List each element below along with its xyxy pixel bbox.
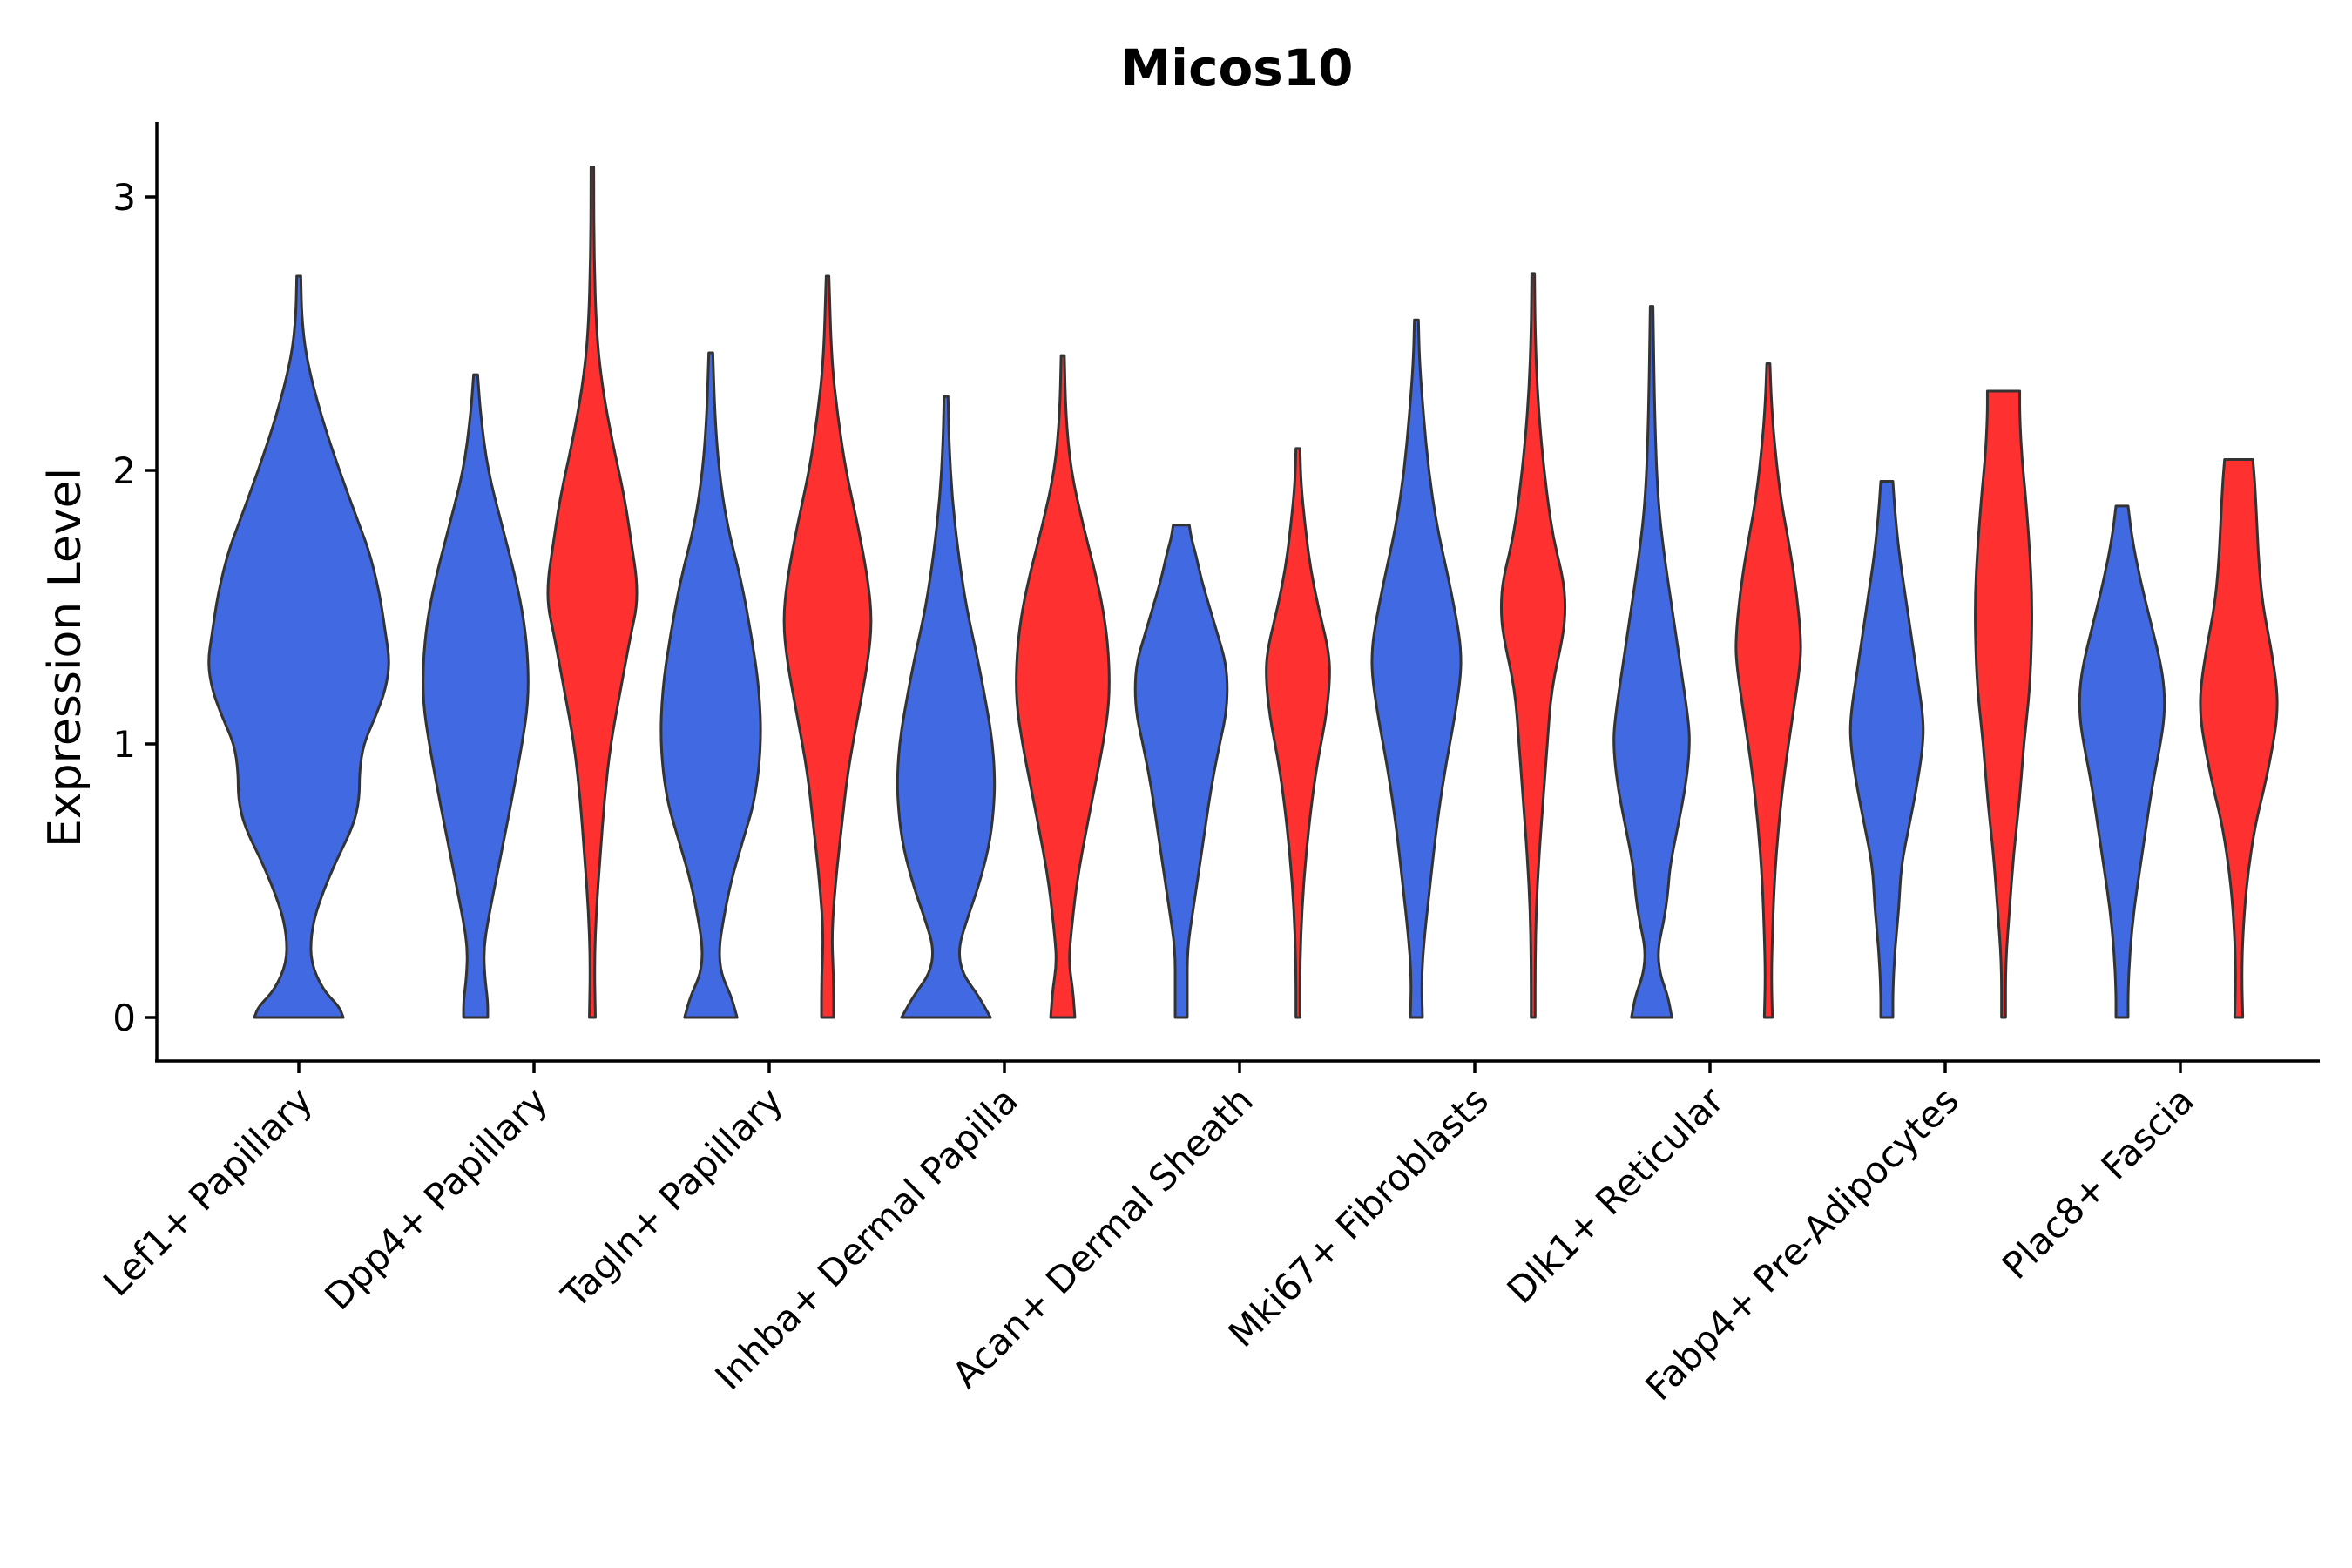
x-tick-label: Dlk1+ Reticular — [1499, 1078, 1733, 1312]
violin-group-2 — [1265, 447, 1331, 1019]
violin-group-1 — [1370, 318, 1463, 1019]
y-axis-label: Expression Level — [39, 468, 91, 848]
chart-title: Micos10 — [1120, 38, 1353, 98]
y-tick-label: 1 — [112, 723, 136, 766]
violin-group-1 — [659, 351, 762, 1019]
violin-group-1 — [1848, 480, 1925, 1019]
violin-group-2 — [1499, 272, 1567, 1019]
violin-group-1 — [1133, 524, 1229, 1019]
violin-group-1 — [422, 373, 530, 1019]
violin-group-2 — [2199, 457, 2279, 1019]
y-ticks: 0 1 2 3 — [112, 176, 157, 1039]
y-tick-label: 3 — [112, 176, 136, 219]
violin-group-2 — [1015, 354, 1111, 1019]
violin-group-1 — [896, 395, 997, 1019]
y-tick-label: 2 — [112, 449, 136, 492]
x-tick-label: Plac8+ Fascia — [1994, 1078, 2202, 1287]
violin-group-2 — [546, 165, 639, 1019]
violin-group-1 — [207, 274, 390, 1019]
x-tick-label: Dpp4+ Papillary — [316, 1078, 556, 1318]
violin-layer — [207, 165, 2279, 1019]
violin-group-1 — [2078, 504, 2166, 1019]
violin-group-2 — [782, 274, 873, 1019]
x-tick-label: Mki67+ Fibroblasts — [1220, 1078, 1497, 1355]
violin-group-1 — [1612, 305, 1691, 1019]
y-tick-label: 0 — [112, 997, 136, 1039]
x-tick-label: Tagln+ Papillary — [553, 1078, 791, 1316]
violin-group-2 — [1734, 362, 1802, 1019]
violin-group-2 — [1974, 389, 2033, 1019]
axes — [155, 122, 2320, 1063]
x-tick-label: Lef1+ Papillary — [95, 1078, 321, 1304]
